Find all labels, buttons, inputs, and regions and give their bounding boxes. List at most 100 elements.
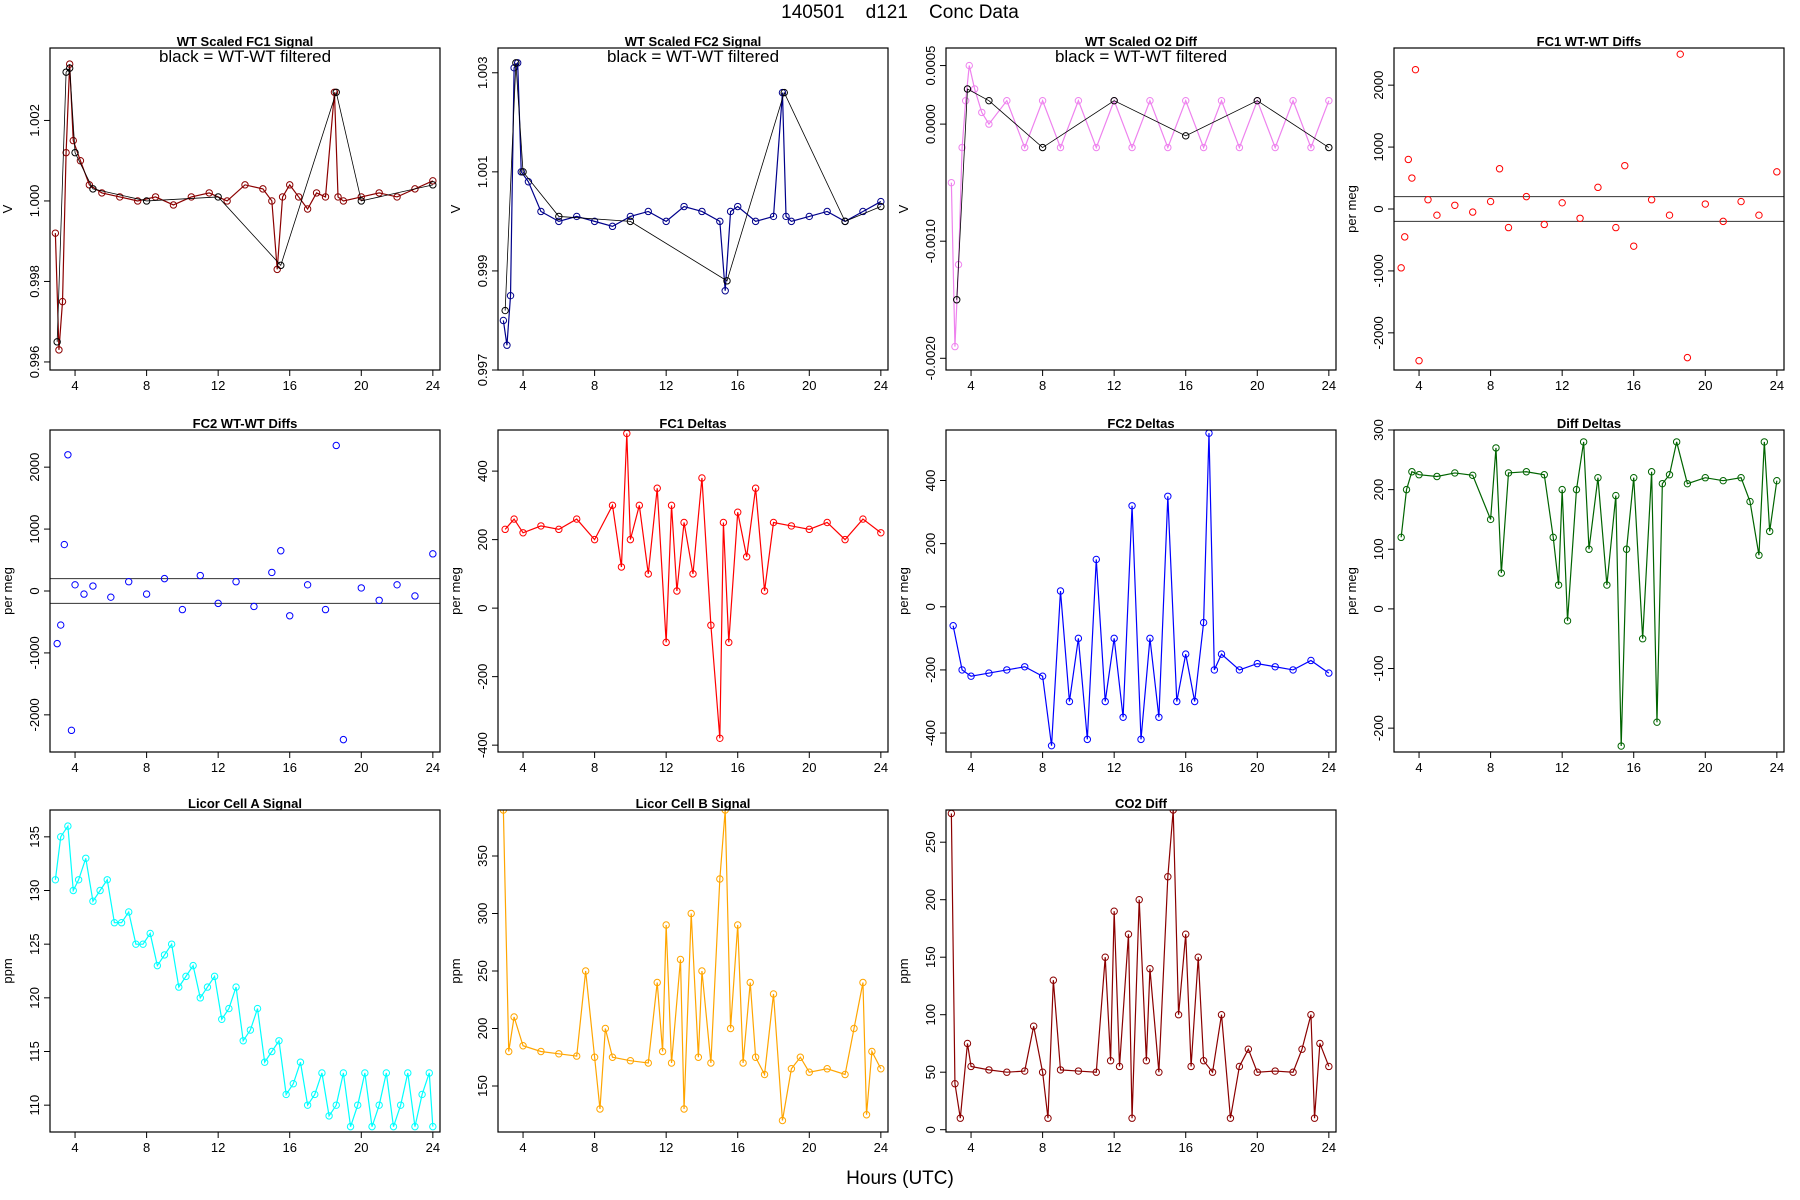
data-point — [1182, 930, 1190, 938]
y-axis-label: V — [448, 204, 463, 213]
data-point — [1325, 96, 1333, 105]
y-axis-label: ppm — [0, 958, 15, 983]
series-line-wt-wt-filtered — [956, 88, 1330, 300]
data-point — [626, 535, 635, 544]
series-line-signal — [54, 64, 434, 350]
data-point — [1522, 192, 1531, 201]
data-point — [787, 217, 796, 226]
data-point — [1083, 735, 1092, 744]
y-tick-label: 1.000 — [27, 185, 42, 218]
panel-annotation: black = WT-WT filtered — [1055, 47, 1227, 66]
data-point — [1029, 1022, 1038, 1030]
data-point — [769, 990, 778, 998]
data-point — [339, 197, 348, 205]
data-point — [1003, 666, 1011, 674]
data-point — [321, 193, 330, 201]
data-point — [601, 1024, 610, 1033]
data-point — [680, 518, 688, 527]
data-point — [346, 1122, 355, 1131]
data-point — [510, 64, 518, 72]
data-point — [877, 202, 885, 211]
data-point — [978, 108, 986, 117]
data-point — [1038, 143, 1047, 152]
y-tick-label: 0.996 — [27, 346, 42, 379]
plot-area — [50, 441, 440, 744]
data-point — [877, 1065, 885, 1073]
y-tick-label: 0.0000 — [923, 104, 938, 144]
data-point — [268, 197, 276, 205]
data-point — [719, 518, 728, 527]
data-point — [116, 193, 124, 201]
data-point — [1585, 545, 1593, 553]
y-tick-label: 100 — [1371, 538, 1386, 560]
data-point — [769, 212, 778, 221]
plot-frame — [49, 47, 441, 371]
x-tick-label: 24 — [1770, 378, 1784, 393]
data-point — [196, 994, 204, 1002]
y-tick-label: 0 — [923, 1126, 938, 1133]
x-tick-label: 16 — [730, 760, 744, 775]
data-point — [1110, 96, 1118, 105]
data-point — [537, 522, 545, 530]
data-point — [1401, 233, 1409, 241]
data-point — [1402, 485, 1411, 494]
data-point — [282, 1090, 290, 1099]
data-point — [82, 854, 90, 862]
plot-frame — [945, 429, 1337, 753]
data-point — [375, 596, 383, 604]
data-point — [1325, 1062, 1333, 1071]
data-point — [1760, 438, 1769, 446]
x-tick-label: 24 — [1322, 378, 1336, 393]
data-point — [429, 1122, 437, 1131]
plot-area — [501, 430, 885, 742]
y-tick-label: 150 — [923, 946, 938, 968]
data-point — [1173, 697, 1181, 706]
x-tick-label: 4 — [967, 1140, 974, 1155]
data-point — [1451, 201, 1459, 209]
data-point — [1576, 214, 1584, 222]
data-point — [339, 1069, 348, 1077]
y-tick-label: 400 — [923, 470, 938, 492]
y-tick-label: 0 — [1371, 605, 1386, 612]
data-point — [1187, 1062, 1195, 1071]
x-tick-label: 4 — [71, 1140, 78, 1155]
data-point — [1701, 200, 1709, 208]
data-point — [868, 1047, 876, 1056]
data-point — [985, 1066, 993, 1074]
data-point — [1101, 953, 1109, 961]
data-point — [626, 217, 635, 226]
data-point — [389, 1122, 398, 1131]
data-point — [361, 1069, 369, 1077]
data-point — [635, 501, 644, 510]
data-point — [1765, 527, 1774, 536]
data-point — [1205, 430, 1213, 437]
data-point — [1253, 1068, 1261, 1076]
data-point — [1755, 551, 1763, 559]
data-point — [1621, 161, 1629, 170]
data-point — [62, 148, 70, 157]
data-point — [232, 578, 240, 586]
data-point — [132, 940, 140, 948]
data-point — [1558, 485, 1566, 494]
data-point — [393, 581, 401, 589]
data-point — [680, 202, 688, 211]
data-point — [175, 983, 183, 991]
data-point — [1658, 479, 1667, 488]
data-point — [1146, 96, 1154, 105]
data-point — [555, 217, 563, 226]
data-point — [1719, 217, 1727, 226]
data-point — [1665, 211, 1674, 219]
data-point — [74, 876, 83, 884]
data-point — [311, 1090, 319, 1099]
y-axis-label: per meg — [0, 567, 15, 615]
data-point — [1137, 735, 1145, 744]
data-point — [1495, 165, 1504, 173]
data-point — [859, 207, 867, 216]
data-point — [160, 574, 169, 583]
plot-area — [947, 810, 1333, 1122]
data-point — [590, 1053, 599, 1061]
data-point — [1047, 741, 1056, 750]
panel-title: Licor Cell B Signal — [636, 796, 751, 811]
data-point — [210, 972, 219, 981]
data-point — [429, 550, 437, 558]
